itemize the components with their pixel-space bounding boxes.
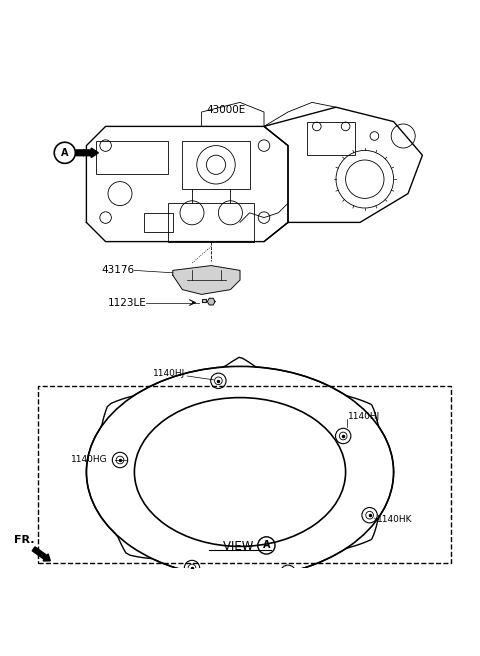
Polygon shape xyxy=(202,299,206,302)
Bar xyxy=(307,121,355,155)
Text: 1140HK: 1140HK xyxy=(377,516,412,525)
Polygon shape xyxy=(207,298,215,305)
FancyArrow shape xyxy=(32,547,50,561)
FancyArrow shape xyxy=(76,148,98,157)
Bar xyxy=(168,203,254,241)
Text: VIEW: VIEW xyxy=(223,540,257,553)
Text: 43000E: 43000E xyxy=(206,104,245,115)
Text: A: A xyxy=(61,148,69,158)
Text: 1140HJ: 1140HJ xyxy=(153,369,185,378)
Polygon shape xyxy=(173,266,240,295)
Text: 1140HG: 1140HG xyxy=(72,455,108,464)
Text: 1123LE: 1123LE xyxy=(108,298,146,308)
Text: 43176: 43176 xyxy=(101,266,134,276)
Text: A: A xyxy=(263,541,270,550)
Bar xyxy=(144,213,173,232)
Text: 1140HJ: 1140HJ xyxy=(348,413,380,421)
Text: FR.: FR. xyxy=(14,535,34,545)
Bar xyxy=(182,141,250,189)
Bar xyxy=(38,386,451,564)
Bar xyxy=(96,141,168,174)
